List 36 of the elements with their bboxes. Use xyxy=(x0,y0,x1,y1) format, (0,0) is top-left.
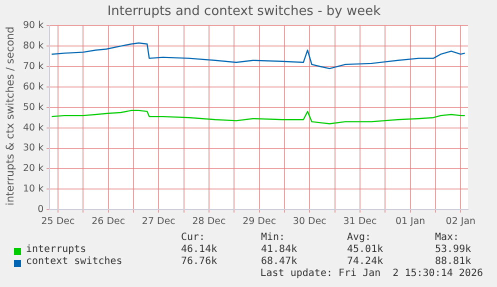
text: Max: xyxy=(435,232,460,243)
text: 53.99k xyxy=(435,244,472,255)
y-tick-label: 80 k xyxy=(22,40,44,52)
x-tick-label: 31 Dec xyxy=(343,216,377,227)
legend-label: interrupts xyxy=(26,244,86,255)
y-tick-label: 70 k xyxy=(22,60,44,72)
y-tick-label: 40 k xyxy=(22,122,44,134)
y-tick-label: 20 k xyxy=(22,163,44,174)
text: Avg: xyxy=(347,232,372,243)
text: 88.81k xyxy=(435,256,472,267)
text: Last update: Fri Jan 2 15:30:14 2026 xyxy=(260,268,483,279)
x-tick-label: 30 Dec xyxy=(292,216,326,227)
y-tick-label: 50 k xyxy=(22,102,44,113)
x-tick-label: 26 Dec xyxy=(92,216,126,227)
text: 45.01k xyxy=(347,244,384,255)
x-tick-label: 02 Jan xyxy=(446,216,476,227)
y-tick-label: 90 k xyxy=(22,20,44,32)
text: 74.24k xyxy=(347,256,384,267)
text: 46.14k xyxy=(181,244,218,255)
y-axis-title: interrupts & ctx switches / second xyxy=(4,26,16,206)
y-tick-label: 30 k xyxy=(22,142,44,154)
x-tick-label: 27 Dec xyxy=(142,216,176,227)
text: 41.84k xyxy=(261,244,298,255)
text: 68.47k xyxy=(261,256,298,267)
y-tick-label: 0 xyxy=(38,204,44,216)
x-tick-label: 29 Dec xyxy=(242,216,276,227)
x-tick-label: 01 Jan xyxy=(395,216,426,227)
x-tick-label: 28 Dec xyxy=(192,216,226,227)
legend-label: context switches xyxy=(26,256,122,267)
text: 76.76k xyxy=(181,256,218,267)
text: Cur: xyxy=(181,232,206,243)
text: Min: xyxy=(261,232,286,243)
x-tick-label: 25 Dec xyxy=(41,216,75,227)
y-tick-label: 10 k xyxy=(22,184,44,195)
chart-title: Interrupts and context switches - by week xyxy=(107,4,382,20)
y-tick-label: 60 k xyxy=(22,81,44,92)
